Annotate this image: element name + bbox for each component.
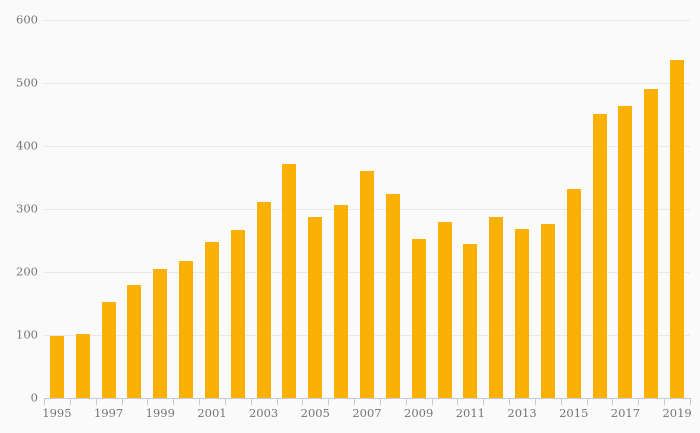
x-axis-tick	[224, 398, 226, 405]
x-axis-tick	[276, 398, 278, 405]
x-axis-tick	[44, 398, 45, 405]
x-axis-tick-label: 1999	[145, 406, 175, 420]
gridline	[44, 83, 690, 84]
bar[interactable]	[101, 301, 116, 398]
x-axis-tick	[173, 398, 175, 405]
x-axis-tick-label: 2019	[662, 406, 692, 420]
x-axis-tick	[302, 398, 304, 405]
bar[interactable]	[670, 59, 685, 398]
x-axis-tick	[534, 398, 536, 405]
y-axis-tick-label: 400	[16, 138, 38, 153]
x-axis-tick	[509, 398, 511, 405]
bar[interactable]	[308, 217, 323, 398]
gridline	[44, 20, 690, 21]
y-axis-tick-label: 300	[16, 201, 38, 216]
bar[interactable]	[515, 228, 530, 398]
bar[interactable]	[282, 163, 297, 398]
bar[interactable]	[592, 113, 607, 398]
x-axis-tick	[328, 398, 330, 405]
bar[interactable]	[334, 205, 349, 398]
bar[interactable]	[644, 89, 659, 398]
y-axis: 0 100 200 300 400 500 600	[0, 0, 38, 433]
bar[interactable]	[566, 189, 581, 398]
y-axis-tick-label: 200	[16, 264, 38, 279]
x-axis-tick	[664, 398, 666, 405]
bar[interactable]	[256, 202, 271, 398]
x-axis-tick	[250, 398, 252, 405]
x-axis-tick	[379, 398, 381, 405]
x-axis-tick-label: 1997	[93, 406, 124, 420]
x-axis-tick	[405, 398, 407, 405]
bars-group	[44, 20, 690, 398]
bar[interactable]	[153, 269, 168, 398]
x-axis-tick	[483, 398, 485, 405]
bar[interactable]	[385, 193, 400, 398]
x-axis-tick-label: 2011	[455, 406, 485, 420]
x-axis-tick-label: 2017	[610, 406, 641, 420]
x-axis-tick	[457, 398, 459, 405]
x-axis-tick	[560, 398, 562, 405]
x-axis-tick	[147, 398, 149, 405]
bar[interactable]	[618, 105, 633, 398]
x-axis-tick	[199, 398, 201, 405]
x-axis-tick	[69, 398, 71, 405]
x-axis-tick-label: 2003	[248, 406, 279, 420]
x-axis-tick	[638, 398, 640, 405]
bar[interactable]	[463, 243, 478, 398]
x-axis-tick	[690, 398, 691, 405]
x-axis-line	[44, 398, 690, 399]
y-axis-tick-label: 0	[30, 390, 38, 405]
x-axis-tick-label: 2009	[404, 406, 434, 420]
bar[interactable]	[411, 238, 426, 398]
x-axis-tick	[586, 398, 588, 405]
x-axis-tick-label: 2013	[507, 406, 537, 420]
x-axis-tick	[354, 398, 356, 405]
x-axis-tick-label: 1995	[42, 406, 72, 420]
y-axis-tick-label: 100	[16, 327, 38, 342]
gridline	[44, 146, 690, 147]
x-axis-tick-label: 2005	[300, 406, 330, 420]
bar[interactable]	[179, 260, 194, 398]
x-axis-tick-label: 2015	[559, 406, 589, 420]
x-axis-tick	[431, 398, 433, 405]
x-axis-tick	[95, 398, 97, 405]
bar[interactable]	[230, 230, 245, 398]
bar[interactable]	[204, 242, 219, 398]
bar[interactable]	[75, 334, 90, 398]
x-axis-tick	[121, 398, 123, 405]
bar[interactable]	[540, 223, 555, 398]
bar[interactable]	[360, 170, 374, 398]
x-axis-tick	[612, 398, 614, 405]
y-axis-tick-label: 600	[16, 12, 38, 27]
x-axis-tick-label: 2001	[197, 406, 227, 420]
bar[interactable]	[49, 336, 64, 398]
bar[interactable]	[489, 216, 504, 398]
y-axis-tick-label: 500	[16, 75, 38, 90]
bar[interactable]	[437, 222, 452, 398]
bar[interactable]	[127, 285, 142, 398]
x-axis-tick-label: 2007	[352, 406, 382, 420]
